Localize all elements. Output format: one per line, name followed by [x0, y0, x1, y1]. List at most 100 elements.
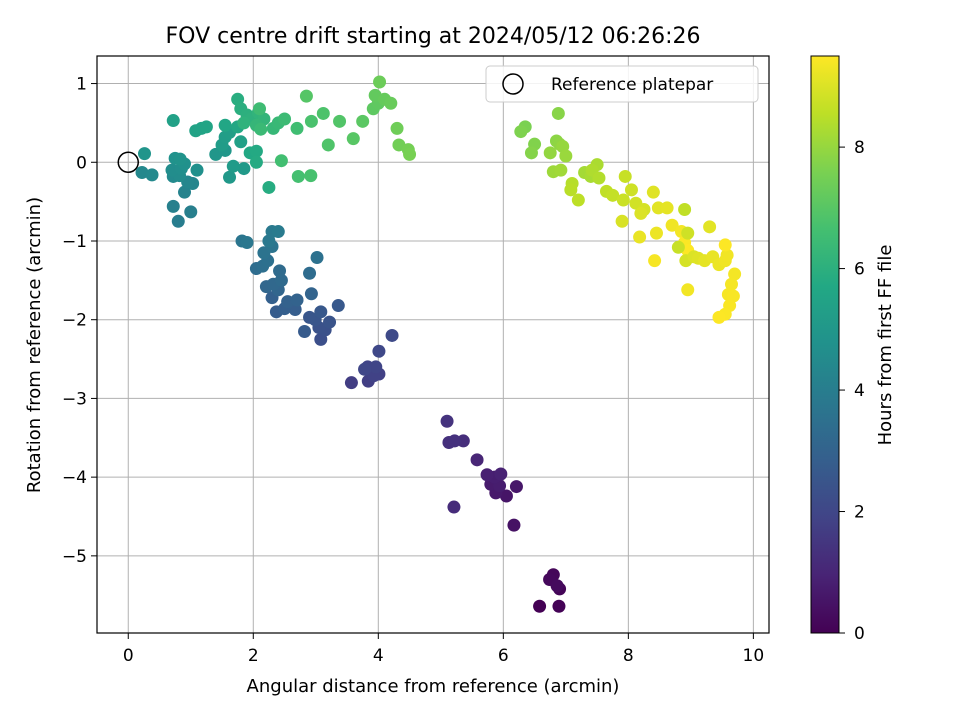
data-point: [253, 102, 267, 116]
x-tick-label: 8: [623, 646, 634, 666]
y-tick-label: −1: [62, 232, 87, 252]
y-tick-label: 0: [76, 153, 87, 173]
colorbar-tick-label: 0: [854, 624, 865, 644]
data-point: [135, 166, 149, 180]
data-point: [299, 89, 313, 103]
colorbar: 0 2 4 6 8 Hours from first FF file: [810, 55, 896, 644]
data-point: [543, 146, 557, 160]
data-point: [356, 114, 370, 128]
reference-marker: [117, 151, 140, 174]
data-point: [249, 144, 263, 158]
x-axis-ticks: 0 2 4 6 8 10: [123, 633, 764, 666]
data-point: [358, 362, 372, 376]
data-point: [618, 169, 632, 183]
data-point: [218, 118, 232, 132]
data-point: [274, 154, 288, 168]
data-point: [646, 185, 660, 199]
data-point: [681, 283, 695, 297]
y-tick-label: −3: [62, 389, 87, 409]
data-point: [178, 185, 192, 199]
data-point: [678, 202, 692, 216]
data-point: [323, 315, 337, 329]
y-tick-label: 1: [76, 75, 87, 95]
data-point: [533, 599, 547, 613]
x-tick-label: 10: [743, 646, 765, 666]
data-point: [712, 310, 726, 324]
data-point: [138, 147, 152, 161]
data-point: [290, 293, 304, 307]
data-point: [184, 205, 198, 219]
legend-marker-reference: [502, 73, 524, 95]
data-point: [304, 169, 318, 183]
y-axis-label: Rotation from reference (arcmin): [24, 197, 45, 493]
legend-label-reference: Reference platepar: [551, 75, 713, 95]
data-point: [615, 214, 629, 228]
data-point: [514, 125, 528, 139]
data-point: [199, 120, 213, 134]
data-point: [633, 230, 647, 244]
x-tick-label: 4: [373, 646, 384, 666]
data-point: [384, 96, 398, 110]
data-point: [273, 264, 287, 278]
data-point: [226, 159, 240, 173]
data-point: [369, 360, 383, 374]
data-point: [480, 468, 494, 482]
colorbar-tick-label: 8: [854, 138, 865, 158]
data-point: [671, 240, 685, 254]
colorbar-gradient: [810, 55, 840, 634]
y-tick-label: −2: [62, 311, 87, 331]
data-point: [728, 267, 742, 281]
data-point: [552, 599, 566, 613]
data-points: [117, 75, 742, 613]
data-point: [509, 480, 523, 494]
data-point: [346, 132, 360, 146]
data-point: [403, 147, 417, 161]
data-point: [681, 226, 695, 240]
data-point: [550, 579, 564, 593]
data-point: [564, 183, 578, 197]
data-point: [606, 188, 620, 202]
data-point: [304, 114, 318, 128]
data-point: [494, 467, 508, 481]
data-point: [718, 238, 732, 252]
legend-box: [485, 65, 759, 103]
data-point: [720, 248, 734, 262]
colorbar-tick-label: 2: [854, 503, 865, 523]
data-point: [648, 254, 662, 268]
legend: Reference platepar: [485, 65, 759, 103]
colorbar-tick-label: 4: [854, 381, 865, 401]
data-point: [499, 489, 513, 503]
data-point: [237, 116, 251, 130]
data-point: [303, 310, 317, 324]
y-tick-label: −4: [62, 468, 87, 488]
data-point: [447, 500, 461, 514]
chart-title: FOV centre drift starting at 2024/05/12 …: [166, 24, 701, 49]
colorbar-ticks: 0 2 4 6 8: [839, 138, 865, 644]
data-point: [298, 325, 312, 339]
data-point: [571, 193, 585, 207]
data-point: [291, 169, 305, 183]
data-point: [304, 287, 318, 301]
data-point: [507, 518, 521, 532]
data-point: [271, 225, 285, 239]
data-point: [331, 299, 345, 313]
data-point: [333, 114, 347, 128]
data-point: [551, 106, 565, 120]
data-point: [390, 121, 404, 135]
data-point: [372, 344, 386, 358]
data-point: [254, 122, 268, 136]
x-tick-label: 2: [248, 646, 259, 666]
data-point: [249, 155, 263, 169]
y-tick-label: −5: [62, 547, 87, 567]
data-point: [166, 199, 180, 213]
data-point: [173, 152, 187, 166]
data-point: [310, 251, 324, 265]
data-point: [616, 193, 630, 207]
data-point: [240, 236, 254, 250]
data-point: [237, 162, 251, 176]
data-point: [660, 201, 674, 215]
y-axis-ticks: 1 0 −1 −2 −3 −4 −5: [62, 75, 97, 567]
data-point: [559, 149, 573, 163]
data-point: [234, 135, 248, 149]
data-point: [166, 114, 180, 128]
